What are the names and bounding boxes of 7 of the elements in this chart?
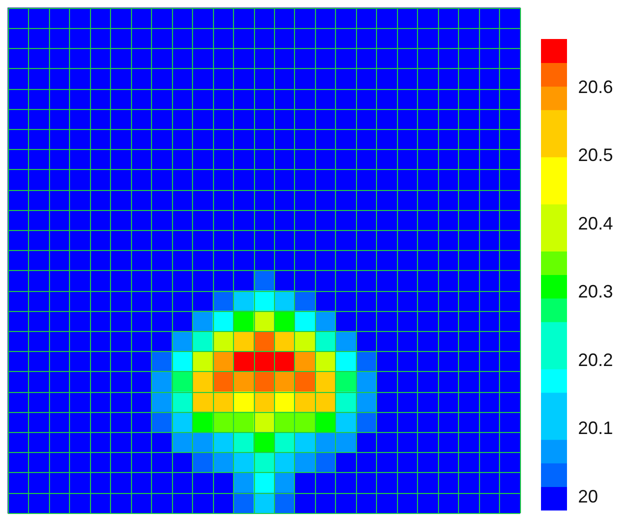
color-bar-label: 20.3: [578, 282, 614, 302]
color-bar-label: 20.4: [578, 213, 614, 234]
color-bar-label: 20.6: [578, 76, 614, 97]
color-bar-label: 20.1: [578, 418, 614, 438]
color-bar-label: 20.5: [578, 145, 614, 166]
color-bar-label: 20.2: [578, 350, 614, 370]
color-bar-label: 20: [578, 486, 598, 506]
